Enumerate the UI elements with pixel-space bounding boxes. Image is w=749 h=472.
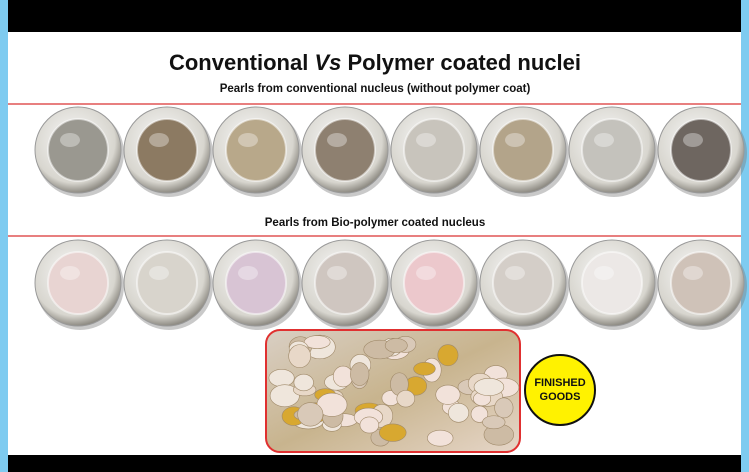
pile-pearl — [448, 402, 470, 423]
pearl — [136, 251, 198, 315]
title-text: Polymer coated nuclei — [347, 50, 581, 75]
pearl-shine — [60, 266, 80, 280]
pile-pearl — [435, 384, 461, 405]
pearl — [403, 251, 465, 315]
pearl-rows — [34, 106, 747, 330]
pile-pearl — [379, 423, 407, 442]
pearl — [581, 251, 643, 315]
section-caption: Pearls from conventional nucleus (withou… — [220, 83, 531, 95]
pearl — [225, 118, 287, 182]
title: Conventional Vs Polymer coated nuclei — [169, 50, 581, 75]
pearl — [403, 118, 465, 182]
pile-pearl — [427, 429, 454, 447]
pile-pearl — [359, 416, 380, 434]
badge — [524, 354, 596, 426]
section-caption: Pearls from Bio-polymer coated nucleus — [265, 217, 485, 229]
pearl-shine — [683, 266, 703, 280]
pearl — [670, 118, 732, 182]
pearl — [314, 118, 376, 182]
pearl — [670, 251, 732, 315]
pearl — [492, 251, 554, 315]
pile-pearl — [473, 378, 505, 396]
pile-pearl — [482, 415, 506, 430]
badge-text: FINISHED — [534, 377, 585, 389]
pearl — [581, 118, 643, 182]
pearl-shine — [60, 133, 80, 147]
pearl — [136, 118, 198, 182]
pile-pearl — [269, 384, 300, 408]
pearl-shine — [594, 266, 614, 280]
title-text: Conventional — [169, 50, 308, 75]
pearl-shine — [594, 133, 614, 147]
pearl-shine — [327, 133, 347, 147]
pearl-shine — [416, 266, 436, 280]
pile-pearl — [384, 338, 408, 353]
pile-pearl — [396, 390, 416, 408]
pearl-shine — [683, 133, 703, 147]
badge-text: GOODS — [540, 391, 581, 403]
pile-pearl — [268, 369, 295, 387]
pearl — [225, 251, 287, 315]
pile-pearl — [437, 344, 459, 367]
pearl-shine — [505, 133, 525, 147]
pearl — [492, 118, 554, 182]
pearl-shine — [149, 266, 169, 280]
pile-pearl — [293, 373, 314, 392]
pearl-shine — [416, 133, 436, 147]
pearl — [47, 251, 109, 315]
title-italic: Vs — [314, 50, 341, 75]
pile-pearl — [350, 362, 370, 386]
pile-pearl — [332, 365, 354, 388]
pearl — [47, 118, 109, 182]
pearl-shine — [238, 133, 258, 147]
pearl-shine — [238, 266, 258, 280]
pile-pearl — [288, 344, 312, 368]
pearl-shine — [327, 266, 347, 280]
pile-pearl — [297, 402, 324, 427]
pile-pearl — [470, 405, 489, 423]
pile-pearls — [268, 334, 520, 447]
pearl — [314, 251, 376, 315]
pearl-shine — [505, 266, 525, 280]
pile-pearl — [494, 397, 514, 419]
pearl-shine — [149, 133, 169, 147]
pile-pearl — [413, 362, 436, 376]
